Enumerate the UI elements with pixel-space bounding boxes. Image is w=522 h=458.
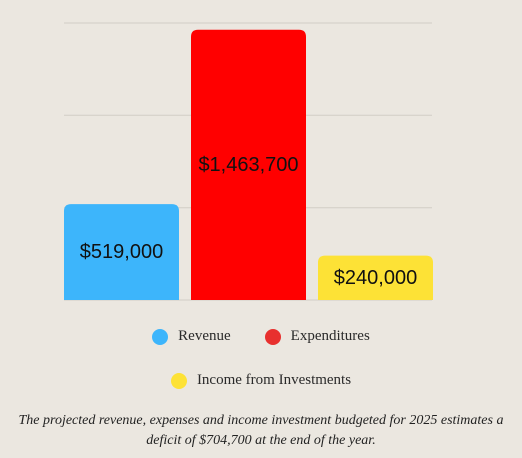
- bar-income-from-investments[interactable]: [318, 255, 433, 300]
- legend-item-income-from-investments[interactable]: Income from Investments: [170, 372, 352, 389]
- legend-item-expenditures[interactable]: Expenditures: [264, 328, 370, 345]
- bar-revenue[interactable]: [64, 204, 179, 300]
- legend-label-expenditures: Expenditures: [290, 328, 370, 344]
- bar-value-labels: $519,000 $1,463,700 $240,000: [80, 154, 417, 289]
- legend-dot-revenue: [152, 328, 169, 345]
- bar-value-label-expenditures: $1,463,700: [198, 154, 298, 176]
- legend-label-income-from-investments: Income from Investments: [196, 372, 352, 388]
- bar-chart: $519,000 $1,463,700 $240,000: [64, 22, 433, 301]
- legend-item-revenue[interactable]: Revenue: [152, 328, 231, 345]
- chart-caption: The projected revenue, expenses and inco…: [18, 413, 504, 448]
- bar-value-label-income-from-investments: $240,000: [334, 267, 417, 289]
- legend-dot-income-from-investments: [170, 372, 187, 389]
- legend-label-revenue: Revenue: [178, 328, 231, 344]
- legend-row-1: Revenue Expenditures: [0, 328, 522, 345]
- legend-dot-expenditures: [264, 328, 281, 345]
- bar-expenditures[interactable]: [191, 29, 306, 300]
- legend-row-2: Income from Investments: [0, 372, 522, 389]
- bar-value-label-revenue: $519,000: [80, 241, 163, 263]
- bars: [64, 29, 433, 300]
